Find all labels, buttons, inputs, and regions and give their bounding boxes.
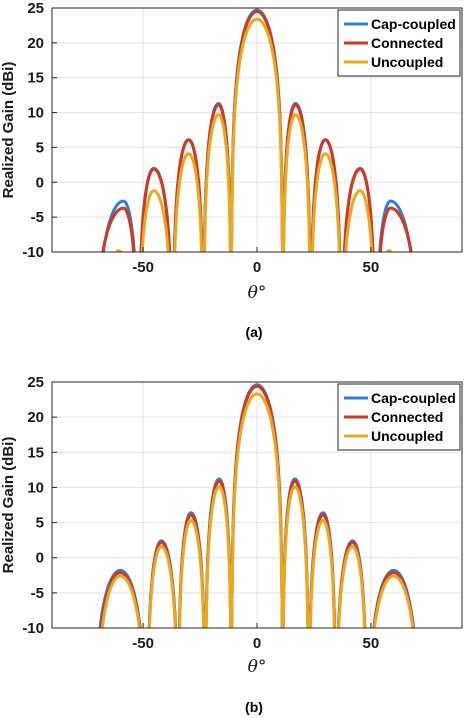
y-axis-label: Realized Gain (dBi) <box>0 62 17 199</box>
x-tick-label: 50 <box>363 635 380 652</box>
y-tick-label: 10 <box>27 105 44 122</box>
y-tick-label: 15 <box>27 70 44 87</box>
x-tick-label: 0 <box>253 635 261 652</box>
series-line <box>100 392 415 628</box>
y-tick-label: -10 <box>22 620 44 637</box>
legend-entry-label: Connected <box>371 35 443 51</box>
x-tick-label: -50 <box>132 635 154 652</box>
y-tick-label: 25 <box>27 374 44 391</box>
x-axis-label: θ° <box>248 657 267 677</box>
x-axis-label: θ° <box>248 283 267 303</box>
y-tick-label: 0 <box>36 550 44 567</box>
y-tick-label: 20 <box>27 35 44 52</box>
legend-entry-label: Cap-coupled <box>371 16 456 32</box>
series-line <box>101 10 413 252</box>
x-tick-label: -50 <box>132 259 154 276</box>
legend: Cap-coupled Connected Uncoupled <box>337 9 461 77</box>
y-tick-label: -5 <box>31 209 44 226</box>
y-tick-label: 25 <box>27 0 44 17</box>
panel-caption: (b) <box>245 699 263 715</box>
y-tick-label: 15 <box>27 444 44 461</box>
series-line <box>99 384 415 628</box>
legend-entry-label: Cap-coupled <box>371 390 456 406</box>
y-axis-label: Realized Gain (dBi) <box>0 437 17 574</box>
y-tick-label: -10 <box>22 244 44 261</box>
legend-entry-label: Connected <box>371 409 443 425</box>
series-line <box>115 17 393 252</box>
x-tick-label: 0 <box>253 259 261 276</box>
legend: Cap-coupled Connected Uncoupled <box>337 383 461 451</box>
legend-entry-label: Uncoupled <box>371 54 443 70</box>
y-tick-label: -5 <box>31 585 44 602</box>
y-tick-label: 20 <box>27 409 44 426</box>
y-tick-label: 5 <box>36 515 44 532</box>
x-tick-label: 50 <box>363 259 380 276</box>
y-tick-label: 5 <box>36 139 44 156</box>
y-tick-label: 0 <box>36 174 44 191</box>
panel-caption: (a) <box>245 324 262 340</box>
plot-area <box>101 8 413 252</box>
y-tick-label: 10 <box>27 479 44 496</box>
plot-area <box>98 383 416 628</box>
legend-entry-label: Uncoupled <box>371 428 443 444</box>
